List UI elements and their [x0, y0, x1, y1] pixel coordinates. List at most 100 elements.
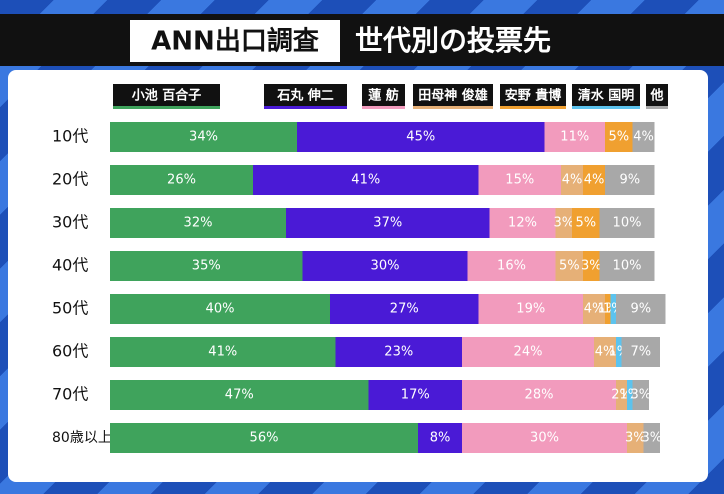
bar-segment — [561, 165, 583, 195]
bar-segment — [616, 294, 666, 324]
bar-segment — [616, 380, 627, 410]
bar-segment — [632, 122, 655, 152]
bar-segment — [110, 251, 303, 281]
value-label: 19% — [516, 302, 545, 317]
value-label: 10% — [613, 259, 642, 274]
category-label: 80歳以上 — [52, 430, 112, 446]
category-label: 10代 — [52, 127, 88, 146]
legend-box — [500, 84, 566, 108]
legend-box — [362, 84, 405, 108]
bar-segment — [462, 337, 594, 367]
value-label: 10% — [613, 216, 642, 231]
bar-segment — [110, 122, 297, 152]
bar-segment — [583, 294, 605, 324]
value-label: 56% — [250, 431, 279, 446]
category-label: 50代 — [52, 299, 88, 318]
bar-segment — [632, 380, 649, 410]
bar-segment — [599, 251, 655, 281]
value-label: 30% — [371, 259, 400, 274]
category-label: 30代 — [52, 213, 88, 232]
category-label: 60代 — [52, 342, 88, 361]
bar-segment — [462, 380, 616, 410]
value-label: 30% — [530, 431, 559, 446]
bar-segment — [462, 423, 627, 453]
category-label: 20代 — [52, 170, 88, 189]
bar-segment — [110, 208, 286, 238]
chart-title: ANN出口調査 — [151, 26, 319, 57]
bar-segment — [110, 337, 336, 367]
value-label: 3% — [641, 431, 662, 446]
category-label: 70代 — [52, 385, 88, 404]
bar-segment — [253, 165, 479, 195]
bar-segment — [643, 423, 660, 453]
bar-segment — [478, 294, 583, 324]
bar-segment — [605, 294, 611, 324]
bar-segment — [544, 122, 605, 152]
value-label: 7% — [630, 345, 651, 360]
value-label: 3% — [553, 216, 574, 231]
value-label: 4% — [633, 130, 654, 145]
title-box — [130, 20, 340, 62]
bar-segment — [489, 208, 556, 238]
bar-segment — [627, 423, 644, 453]
bar-segment — [599, 208, 655, 238]
value-label: 12% — [508, 216, 537, 231]
legend-label: 他 — [649, 88, 663, 104]
value-label: 9% — [630, 302, 651, 317]
value-label: 41% — [351, 173, 380, 188]
value-label: 47% — [225, 388, 254, 403]
value-label: 24% — [514, 345, 543, 360]
legend-box — [413, 84, 493, 108]
bar-segment — [616, 337, 622, 367]
value-label: 23% — [384, 345, 413, 360]
bar-segment — [583, 251, 600, 281]
legend-swatch — [500, 106, 566, 109]
bar-segment — [286, 208, 490, 238]
value-label: 40% — [206, 302, 235, 317]
legend-swatch — [572, 106, 640, 109]
value-label: 4% — [584, 173, 605, 188]
value-label: 8% — [430, 431, 451, 446]
value-label: 3% — [630, 388, 651, 403]
legend-swatch — [264, 106, 347, 109]
bar-segment — [555, 208, 572, 238]
bar-segment — [418, 423, 462, 453]
value-label: 27% — [390, 302, 419, 317]
bar-segment — [330, 294, 479, 324]
value-label: 5% — [608, 130, 629, 145]
value-label: 2% — [611, 388, 632, 403]
legend-swatch — [113, 106, 220, 109]
value-label: 34% — [189, 130, 218, 145]
bar-segment — [335, 337, 462, 367]
value-label: 9% — [619, 173, 640, 188]
header-band — [0, 14, 724, 66]
legend-label: 安野 貴博 — [505, 88, 562, 104]
chart-subtitle: 世代別の投票先 — [355, 24, 551, 57]
bar-segment — [627, 380, 633, 410]
bar-segment — [594, 337, 616, 367]
bar-segment — [572, 208, 600, 238]
value-label: 16% — [497, 259, 526, 274]
legend-label: 清水 国明 — [578, 88, 635, 104]
bar-segment — [478, 165, 561, 195]
category-label: 40代 — [52, 256, 88, 275]
value-label: 3% — [625, 431, 646, 446]
bar-segment — [610, 294, 616, 324]
legend-swatch — [646, 106, 668, 109]
legend-swatch — [413, 106, 493, 109]
legend-label: 蓮 舫 — [368, 88, 399, 104]
value-label: 32% — [184, 216, 213, 231]
value-label: 3% — [581, 259, 602, 274]
value-label: 41% — [208, 345, 237, 360]
bar-segment — [110, 380, 369, 410]
value-label: 4% — [562, 173, 583, 188]
bar-segment — [555, 251, 583, 281]
legend-swatch — [362, 106, 405, 109]
legend-label: 石丸 伸二 — [276, 88, 334, 104]
value-label: 37% — [373, 216, 402, 231]
bar-segment — [302, 251, 468, 281]
bar-segment — [621, 337, 660, 367]
bar-segment — [368, 380, 462, 410]
value-label: 11% — [560, 130, 589, 145]
value-label: 28% — [525, 388, 554, 403]
